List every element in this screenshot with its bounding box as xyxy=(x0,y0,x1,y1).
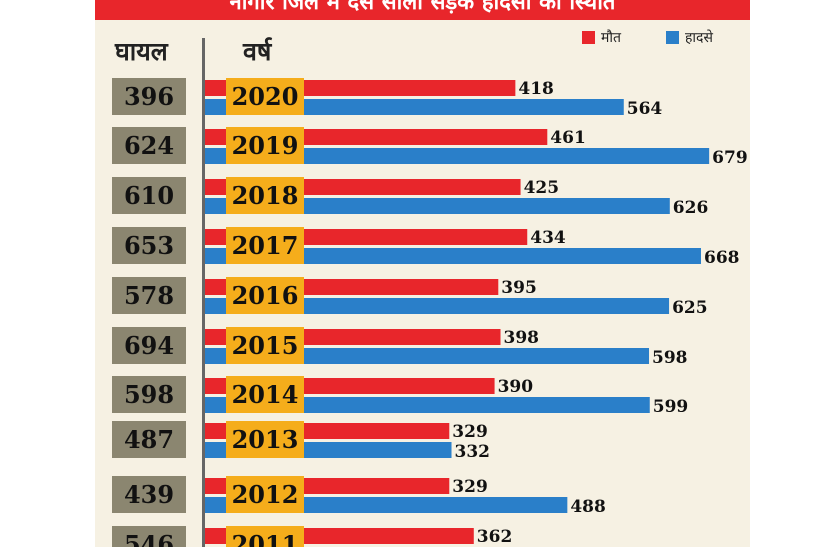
injured-value-2014: 598 xyxy=(124,380,174,409)
accident-bar-2016 xyxy=(205,298,670,314)
injured-box-2017 xyxy=(112,227,186,264)
injured-value-2015: 694 xyxy=(124,331,174,360)
death-value-2015: 398 xyxy=(504,328,540,348)
death-value-2019: 461 xyxy=(550,128,586,148)
accident-value-2014: 599 xyxy=(653,397,689,417)
legend-accidents-label: हादसे xyxy=(685,30,713,46)
year-box-2020 xyxy=(226,78,304,115)
year-box-2013 xyxy=(226,421,304,458)
injured-box-2011 xyxy=(112,526,186,547)
death-value-2014: 390 xyxy=(498,377,534,397)
axis-divider xyxy=(202,38,205,547)
year-box-2014 xyxy=(226,376,304,413)
year-label-2014: 2014 xyxy=(232,380,299,409)
accident-value-2013: 332 xyxy=(455,442,491,462)
injured-box-2019 xyxy=(112,127,186,164)
injured-value-2020: 396 xyxy=(124,82,174,111)
accident-bar-2019 xyxy=(205,148,710,164)
year-label-2020: 2020 xyxy=(232,82,299,111)
injured-box-2018 xyxy=(112,177,186,214)
accident-value-2018: 626 xyxy=(673,198,709,218)
accident-value-2019: 679 xyxy=(712,148,748,168)
death-value-2013: 329 xyxy=(452,422,488,442)
death-value-2020: 418 xyxy=(518,79,554,99)
death-value-2017: 434 xyxy=(530,228,566,248)
injured-value-2019: 624 xyxy=(124,131,174,160)
injured-box-2014 xyxy=(112,376,186,413)
year-label-2011: 2011 xyxy=(232,530,299,547)
death-value-2011: 362 xyxy=(477,527,513,547)
year-header: वर्ष xyxy=(243,37,272,66)
injured-value-2013: 487 xyxy=(124,425,174,454)
legend-accidents: हादसे xyxy=(666,28,713,47)
accident-value-2016: 625 xyxy=(672,298,708,318)
accident-value-2015: 598 xyxy=(652,348,688,368)
injured-value-2011: 546 xyxy=(124,530,174,547)
injured-value-2012: 439 xyxy=(124,480,174,509)
accident-bar-2015 xyxy=(205,348,650,364)
injured-box-2015 xyxy=(112,327,186,364)
injured-header: घायल xyxy=(115,37,168,66)
year-label-2017: 2017 xyxy=(232,231,299,260)
accident-bar-2020 xyxy=(205,99,624,115)
chart-title: नागौर जिले में दस सालों सड़क हादसों की स… xyxy=(95,0,750,20)
year-label-2015: 2015 xyxy=(232,331,299,360)
legend-deaths-swatch xyxy=(582,31,595,44)
year-box-2019 xyxy=(226,127,304,164)
legend-accidents-swatch xyxy=(666,31,679,44)
injured-value-2018: 610 xyxy=(124,181,174,210)
injured-box-2012 xyxy=(112,476,186,513)
year-label-2012: 2012 xyxy=(232,480,299,509)
year-box-2012 xyxy=(226,476,304,513)
year-box-2018 xyxy=(226,177,304,214)
injured-value-2016: 578 xyxy=(124,281,174,310)
death-value-2012: 329 xyxy=(452,477,488,497)
year-box-2015 xyxy=(226,327,304,364)
death-value-2018: 425 xyxy=(524,178,560,198)
accident-value-2017: 668 xyxy=(704,248,740,268)
injured-value-2017: 653 xyxy=(124,231,174,260)
year-box-2016 xyxy=(226,277,304,314)
year-box-2017 xyxy=(226,227,304,264)
legend-deaths: मौत xyxy=(582,28,621,47)
year-box-2011 xyxy=(226,526,304,547)
accident-value-2020: 564 xyxy=(627,99,663,119)
accident-bar-2014 xyxy=(205,397,650,413)
injured-box-2016 xyxy=(112,277,186,314)
year-label-2016: 2016 xyxy=(232,281,299,310)
injured-box-2013 xyxy=(112,421,186,458)
injured-box-2020 xyxy=(112,78,186,115)
year-label-2018: 2018 xyxy=(232,181,299,210)
death-value-2016: 395 xyxy=(501,278,536,298)
accident-value-2012: 488 xyxy=(570,497,606,517)
year-label-2019: 2019 xyxy=(232,131,299,160)
legend-deaths-label: मौत xyxy=(601,30,621,46)
year-label-2013: 2013 xyxy=(232,425,299,454)
accident-bar-2017 xyxy=(205,248,701,264)
accident-bar-2018 xyxy=(205,198,670,214)
